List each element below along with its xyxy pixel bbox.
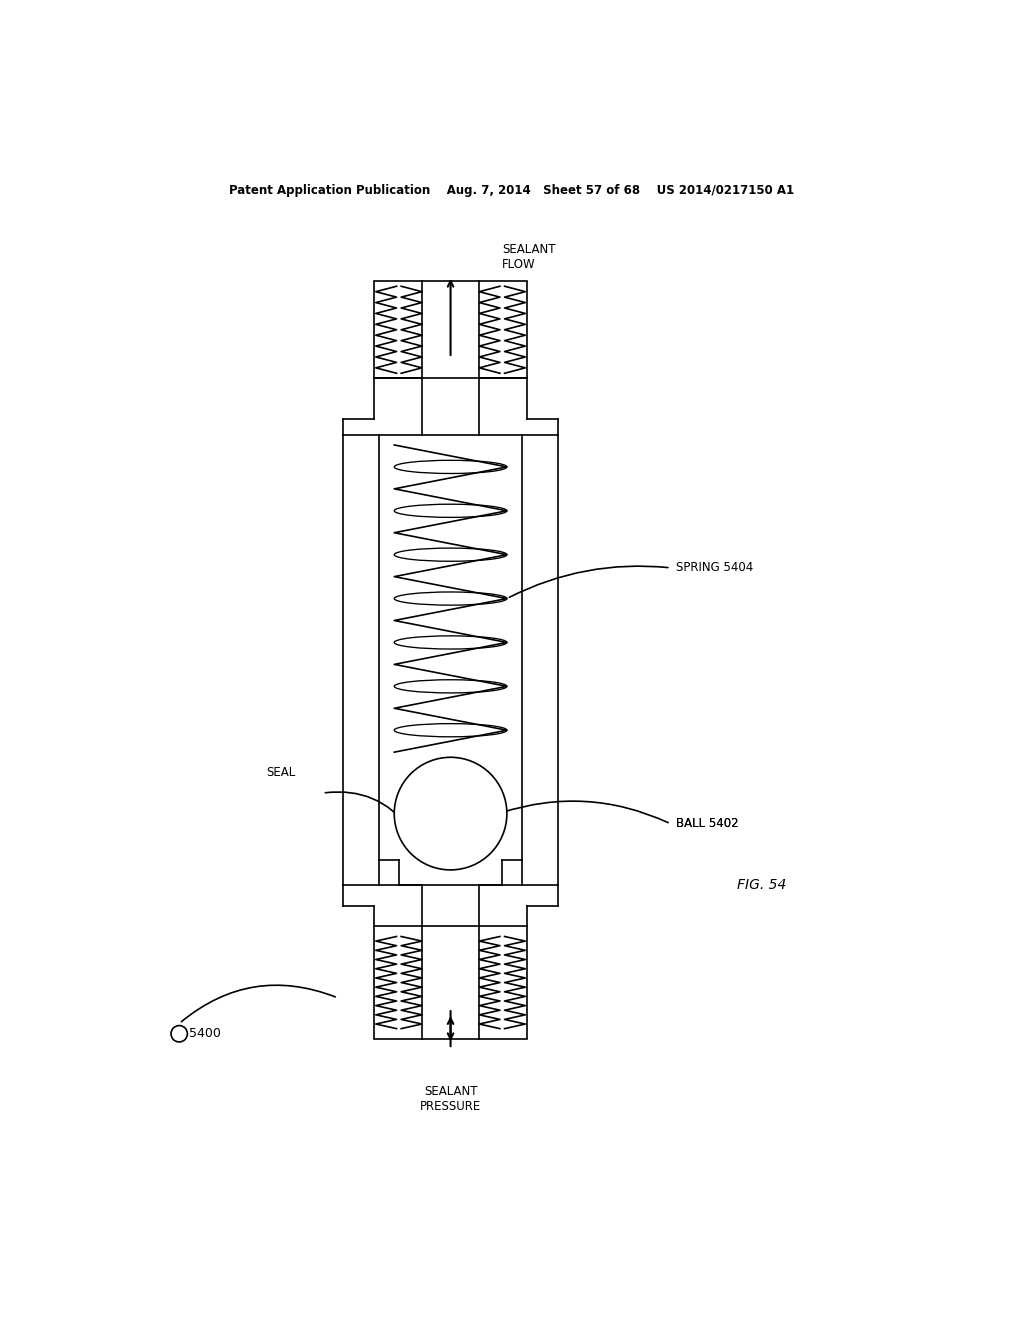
Text: BALL 5402: BALL 5402 [676, 817, 738, 830]
Text: SEALANT
FLOW: SEALANT FLOW [502, 243, 555, 271]
Text: Patent Application Publication    Aug. 7, 2014   Sheet 57 of 68    US 2014/02171: Patent Application Publication Aug. 7, 2… [229, 183, 795, 197]
Circle shape [394, 758, 507, 870]
Text: SPRING 5404: SPRING 5404 [676, 561, 753, 574]
Text: BALL 5402: BALL 5402 [676, 817, 738, 830]
Bar [374, 281, 527, 379]
Text: FIG. 54: FIG. 54 [737, 878, 786, 892]
Text: 5400: 5400 [189, 1027, 221, 1040]
Text: SEALANT
PRESSURE: SEALANT PRESSURE [420, 1085, 481, 1113]
Circle shape [171, 1026, 187, 1041]
Bar [374, 927, 527, 1039]
Text: SEAL: SEAL [266, 766, 296, 779]
